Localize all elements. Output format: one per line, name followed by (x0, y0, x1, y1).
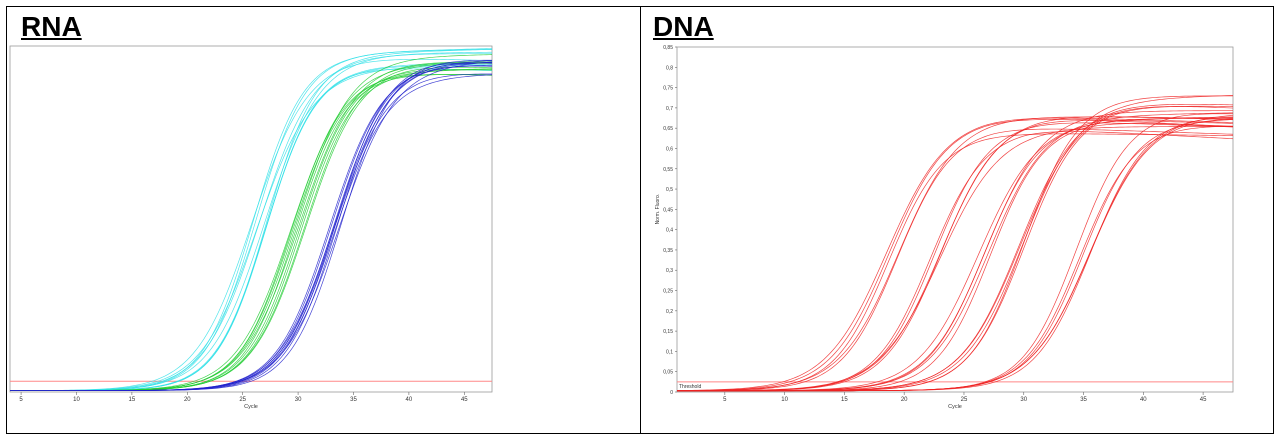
amplification-curve (676, 119, 1234, 391)
x-tick-label: 25 (961, 397, 968, 403)
amplification-curve (10, 74, 493, 392)
x-tick-label: 35 (1080, 397, 1087, 403)
y-tick-label: 0,55 (663, 167, 673, 173)
x-tick-label: 10 (73, 397, 80, 403)
x-tick-label: 35 (350, 397, 357, 403)
rna-chart: 5 10 15 20 25 30 35 40 45 Cycle (9, 45, 493, 410)
y-tick-label: 0 (670, 390, 673, 396)
x-tick-label: 15 (841, 397, 848, 403)
x-tick-label: 5 (19, 397, 23, 403)
x-tick-label: 10 (781, 397, 788, 403)
y-tick-label: 0,35 (663, 248, 673, 254)
x-tick-label: 25 (239, 397, 246, 403)
x-tick-label: 20 (184, 397, 191, 403)
y-tick-label: 0,3 (666, 268, 673, 274)
y-tick-label: 0,2 (666, 309, 673, 315)
x-axis-label: Cycle (948, 404, 962, 410)
y-tick-label: 0,75 (663, 86, 673, 92)
y-tick-label: 0,7 (666, 106, 673, 112)
y-tick-label: 0,45 (663, 207, 673, 213)
x-tick-label: 45 (1200, 397, 1207, 403)
dna-title: DNA (653, 11, 714, 42)
x-tick-label: 15 (129, 397, 136, 403)
dna-panel: DNA Threshold 5 10 15 20 25 30 35 40 45 Cycle 0 0,05… (640, 6, 1274, 434)
threshold-label: Threshold (679, 384, 701, 390)
y-tick-label: 0,6 (666, 146, 673, 152)
amplification-curve (677, 113, 1234, 392)
x-tick-label: 40 (406, 397, 413, 403)
x-tick-label: 30 (1020, 397, 1027, 403)
amplification-curve (676, 128, 1234, 392)
y-tick-label: 0,15 (663, 329, 673, 335)
y-tick-label: 0,85 (663, 45, 673, 51)
x-tick-label: 45 (461, 397, 468, 403)
x-axis-label: Cycle (244, 404, 258, 410)
dna-chart: Threshold 5 10 15 20 25 30 35 40 45 Cycle 0 0,05 0,1 0… (655, 45, 1234, 410)
rna-panel: RNA 5 10 15 20 25 30 35 40 45 Cycle (6, 6, 641, 434)
y-tick-label: 0,5 (666, 187, 673, 193)
x-tick-label: 5 (723, 397, 727, 403)
x-tick-label: 30 (295, 397, 302, 403)
rna-title: RNA (21, 11, 82, 42)
y-tick-label: 0,65 (663, 126, 673, 132)
y-tick-label: 0,25 (663, 289, 673, 295)
amplification-curve (10, 53, 492, 392)
x-tick-label: 40 (1140, 397, 1147, 403)
y-tick-label: 0,8 (666, 65, 673, 71)
y-axis-label: Norm. Fluoro. (655, 194, 661, 225)
y-tick-label: 0,4 (666, 228, 673, 234)
y-tick-label: 0,05 (663, 370, 673, 376)
y-tick-label: 0,1 (666, 349, 673, 355)
x-tick-label: 20 (901, 397, 908, 403)
